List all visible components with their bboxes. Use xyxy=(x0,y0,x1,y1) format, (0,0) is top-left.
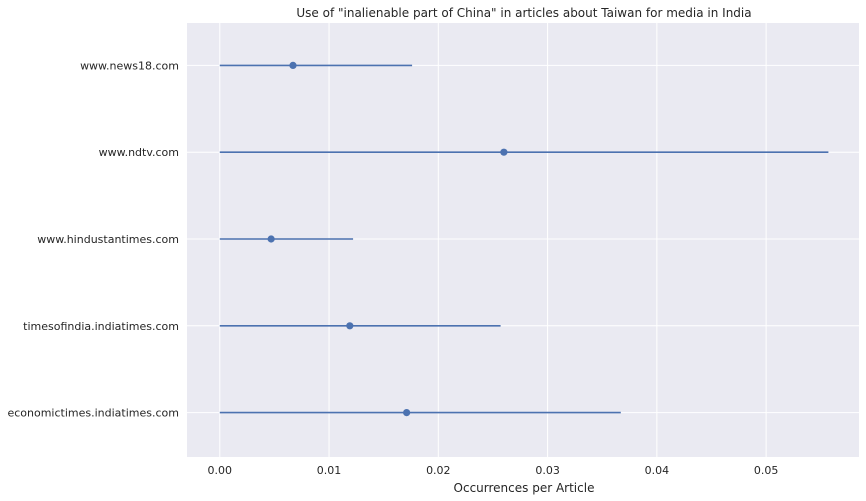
data-point xyxy=(500,148,508,156)
y-tick-label: www.ndtv.com xyxy=(99,146,179,159)
x-tick-label: 0.00 xyxy=(208,464,233,477)
y-tick-label: economictimes.indiatimes.com xyxy=(7,407,179,420)
chart-title: Use of "inalienable part of China" in ar… xyxy=(296,6,751,20)
data-point xyxy=(267,235,275,243)
data-point xyxy=(346,322,354,330)
data-marks xyxy=(219,61,829,417)
x-tick-label: 0.01 xyxy=(317,464,342,477)
x-tick-labels: 0.00 0.01 0.02 0.03 0.04 0.05 xyxy=(208,464,779,477)
y-tick-labels: www.news18.com www.ndtv.com www.hindustant… xyxy=(7,59,179,419)
x-tick-label: 0.03 xyxy=(535,464,560,477)
x-tick-label: 0.02 xyxy=(426,464,451,477)
plot-area xyxy=(187,23,859,457)
x-axis-label: Occurrences per Article xyxy=(454,481,595,495)
y-tick-label: timesofindia.indiatimes.com xyxy=(23,320,179,333)
y-tick-label: www.hindustantimes.com xyxy=(37,233,179,246)
y-tick-label: www.news18.com xyxy=(80,59,179,72)
data-point xyxy=(289,61,297,69)
data-point xyxy=(403,409,411,417)
x-tick-label: 0.04 xyxy=(645,464,670,477)
x-tick-label: 0.05 xyxy=(754,464,779,477)
